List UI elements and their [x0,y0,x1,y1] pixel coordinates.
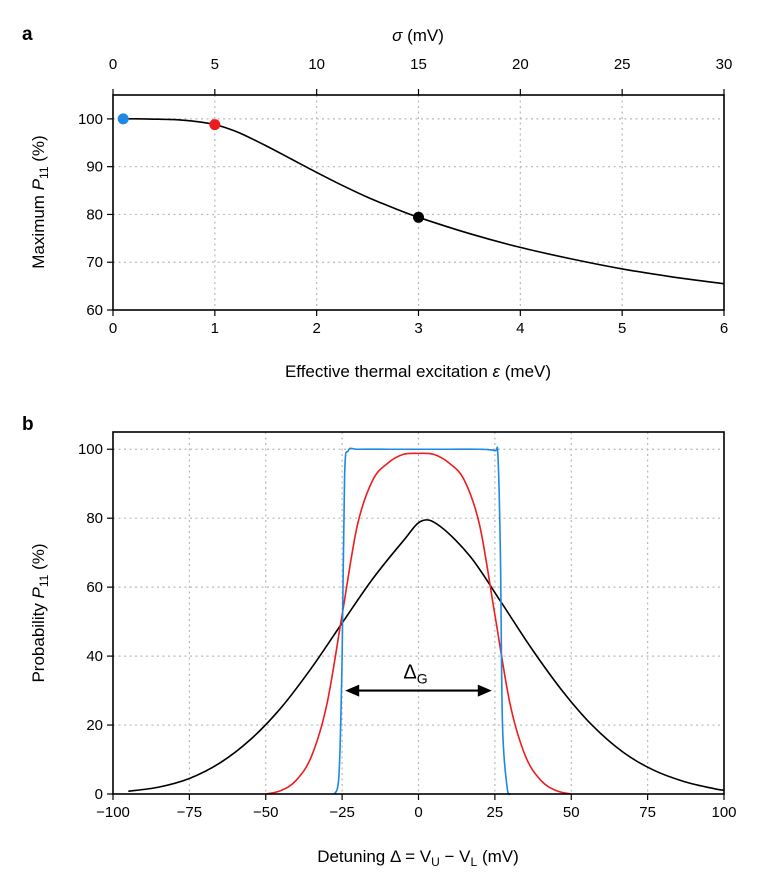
panel-a-plot: 0 1 2 3 4 5 6 60 70 80 90 100 0 5 10 15 20 25 30 [78,56,732,337]
panel-a-top-axis-title: σ (mV) [392,26,444,45]
x-tick-label: 75 [639,804,656,821]
y-tick-label: 80 [86,510,103,527]
x-tick-label: 1 [211,320,219,337]
panel-b-grid [113,432,724,794]
y-tick-label: 80 [86,206,103,223]
panel-a-markers [117,113,424,223]
panel-a-series [123,118,725,285]
panel-b-ticks: −100 −75 −50 −25 0 25 50 75 100 0 20 40 60 80 100 [78,441,737,821]
y-tick-label: 60 [86,579,103,596]
gap-arrow-head-right [477,684,492,697]
panel-b-y-axis-title: Probability P11 (%) [29,543,51,682]
y-tick-label: 40 [86,648,103,665]
data-marker-1 [209,119,221,131]
panel-a-x-axis-title: Effective thermal excitation ε (meV) [285,362,551,381]
y-tick-label: 20 [86,717,103,734]
data-marker-0 [117,113,129,125]
top-tick-label: 15 [410,56,427,73]
panel-b-frame [112,431,725,795]
x-tick-label: −50 [253,804,278,821]
x-tick-label: 5 [618,320,626,337]
x-tick-label: −25 [329,804,354,821]
y-tick-label: 0 [95,786,103,803]
x-tick-label: 25 [487,804,504,821]
x-tick-label: −100 [96,804,130,821]
x-tick-label: 4 [516,320,524,337]
top-tick-label: 20 [512,56,529,73]
y-tick-label: 60 [86,302,103,319]
gap-arrow-head-left [345,684,360,697]
x-tick-label: 0 [109,320,117,337]
top-tick-label: 30 [716,56,733,73]
panel-b-x-axis-title: Detuning Δ = VU − VL (mV) [317,847,519,869]
x-tick-label: 2 [312,320,320,337]
panel-b-plot: ΔG −100 −75 −50 −25 0 25 50 75 100 0 20 40 60 80 100 [78,431,737,821]
panel-label-b: b [22,414,34,435]
gap-label: ΔG [403,662,427,687]
series-line-1 [265,452,572,795]
x-tick-label: 0 [414,804,422,821]
top-tick-label: 25 [614,56,631,73]
x-tick-label: 100 [711,804,736,821]
series-line-0 [123,118,725,285]
x-tick-label: 50 [563,804,580,821]
panel-a-y-axis-title: Maximum P11 (%) [29,135,51,268]
top-tick-label: 5 [211,56,219,73]
x-tick-label: −75 [177,804,202,821]
panel-a-ticks: 0 1 2 3 4 5 6 60 70 80 90 100 0 5 10 15 20 25 30 [78,56,732,337]
y-tick-label: 90 [86,159,103,176]
y-tick-label: 70 [86,254,103,271]
panel-label-a: a [22,24,33,45]
y-tick-label: 100 [78,111,103,128]
panel-b-annotation: ΔG [345,662,492,697]
series-line-0 [128,519,725,793]
top-tick-label: 0 [109,56,117,73]
panel-a-grid [113,95,724,310]
series-line-2 [333,446,511,796]
y-tick-label: 100 [78,441,103,458]
top-tick-label: 10 [308,56,325,73]
panel-b-series [128,446,725,796]
x-tick-label: 6 [720,320,728,337]
data-marker-2 [413,211,424,223]
x-tick-label: 3 [414,320,422,337]
